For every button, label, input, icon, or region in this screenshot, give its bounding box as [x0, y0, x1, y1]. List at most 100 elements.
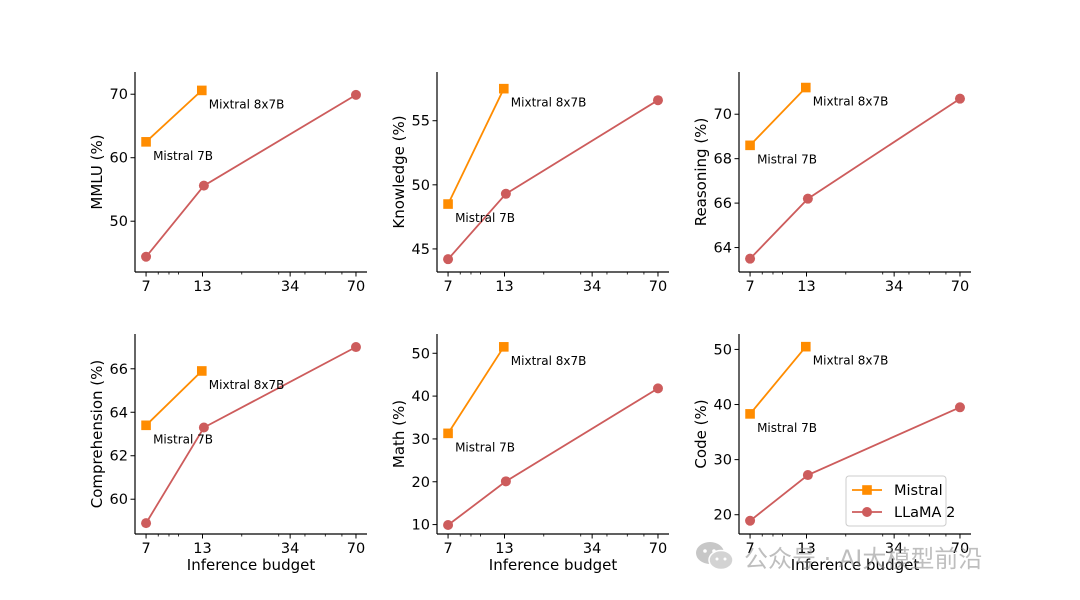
y-tick-label: 64 — [110, 405, 128, 421]
y-tick-label: 50 — [714, 342, 732, 358]
legend-item-mistral: Mistral — [852, 483, 943, 499]
mistral-point — [745, 140, 755, 151]
llama-2-series-line — [145, 94, 357, 258]
watermark-text: 公众号 · AI大模型前沿 — [744, 544, 983, 573]
x-tick-label: 13 — [193, 279, 211, 295]
llama-2-point — [198, 180, 209, 191]
x-tick-label: 70 — [951, 279, 969, 295]
mistral-series-line — [749, 86, 807, 146]
y-tick-label: 60 — [110, 151, 128, 167]
legend-item-llama-2: LLaMA 2 — [852, 505, 955, 521]
point-annotation: Mistral 7B — [153, 432, 213, 446]
y-tick-label: 50 — [110, 214, 128, 230]
llama-2-point — [443, 254, 454, 265]
mistral-series-line — [145, 89, 203, 143]
llama-2-point — [500, 476, 511, 487]
x-tick-label: 34 — [885, 541, 903, 557]
llama-2-series-line — [447, 387, 659, 526]
llama-2-point — [350, 89, 361, 100]
x-tick-label: 70 — [347, 541, 365, 557]
x-tick-label: 13 — [797, 279, 815, 295]
x-tick-label: 7 — [141, 279, 150, 295]
x-tick-label: 34 — [885, 279, 903, 295]
x-tick-label: 13 — [495, 279, 513, 295]
wechat-icon — [696, 542, 734, 571]
x-axis-label: Inference budget — [791, 556, 920, 574]
y-axis-label: Comprehension (%) — [88, 360, 106, 508]
x-tick-label: 34 — [281, 541, 299, 557]
x-tick-label: 70 — [951, 541, 969, 557]
point-annotation: Mixtral 8x7B — [511, 354, 587, 368]
y-tick-label: 66 — [110, 362, 128, 378]
mistral-point — [196, 85, 207, 96]
x-tick-label: 7 — [443, 541, 452, 557]
x-tick-label: 34 — [281, 279, 299, 295]
y-axis-label: Knowledge (%) — [390, 115, 408, 228]
chart-panel-6: 7 13 34 70 20 30 40 50 Code (%) Inference budget M… — [692, 334, 971, 574]
llama-2-series-line — [749, 97, 961, 260]
x-tick-label: 34 — [583, 279, 601, 295]
llama-2-point — [350, 342, 361, 353]
x-tick-label: 7 — [745, 279, 754, 295]
legend: Mistral LLaMA 2 — [845, 475, 955, 527]
llama-2-point — [954, 93, 965, 104]
llama-2-point — [141, 251, 152, 262]
y-tick-label: 45 — [412, 242, 430, 258]
y-axis-label: Reasoning (%) — [692, 118, 710, 227]
llama-2-point — [745, 515, 756, 526]
x-tick-label: 70 — [649, 541, 667, 557]
llama-2-point — [652, 383, 663, 394]
legend-swatch-marker — [862, 507, 872, 517]
y-tick-label: 30 — [412, 432, 430, 448]
point-annotation: Mistral 7B — [757, 421, 817, 435]
llama-2-point — [652, 95, 663, 106]
y-tick-label: 40 — [714, 398, 732, 414]
mistral-point — [745, 409, 755, 419]
point-annotation: Mistral 7B — [757, 152, 817, 166]
x-tick-label: 13 — [193, 541, 211, 557]
y-tick-label: 30 — [714, 453, 732, 469]
llama-2-point — [198, 422, 209, 433]
llama-2-point — [954, 402, 965, 413]
llama-2-point — [745, 253, 756, 264]
mistral-series-line — [749, 346, 807, 415]
x-tick-label: 70 — [649, 279, 667, 295]
watermark: 公众号 · AI大模型前沿 — [694, 538, 982, 574]
y-tick-label: 66 — [714, 196, 732, 212]
y-axis-label: Code (%) — [692, 399, 710, 468]
y-tick-label: 60 — [110, 492, 128, 508]
x-tick-label: 7 — [745, 541, 754, 557]
point-annotation: Mistral 7B — [153, 149, 213, 163]
mistral-point — [800, 82, 811, 93]
mistral-series-line — [145, 370, 203, 426]
point-annotation: Mixtral 8x7B — [813, 354, 889, 368]
mistral-point — [196, 366, 207, 376]
mistral-series-line — [447, 346, 505, 434]
x-tick-label: 7 — [443, 279, 452, 295]
y-tick-label: 70 — [110, 87, 128, 103]
y-tick-label: 20 — [412, 475, 430, 491]
y-tick-label: 64 — [714, 241, 732, 257]
legend-label: LLaMA 2 — [894, 505, 955, 521]
llama-2-point — [141, 518, 152, 529]
point-annotation: Mixtral 8x7B — [511, 96, 587, 110]
x-tick-label: 34 — [583, 541, 601, 557]
llama-2-series-line — [447, 99, 659, 260]
point-annotation: Mixtral 8x7B — [209, 97, 285, 111]
y-tick-label: 55 — [412, 114, 430, 130]
y-axis-label: MMLU (%) — [88, 134, 106, 209]
mistral-point — [141, 137, 151, 147]
mistral-series-line — [447, 88, 505, 205]
x-tick-label: 70 — [347, 279, 365, 295]
y-axis-label: Math (%) — [390, 400, 408, 468]
llama-2-point — [802, 193, 813, 204]
point-annotation: Mistral 7B — [455, 440, 515, 454]
point-annotation: Mixtral 8x7B — [813, 95, 889, 109]
x-axis-label: Inference budget — [489, 556, 618, 574]
y-tick-label: 10 — [412, 518, 430, 534]
mistral-point — [141, 420, 151, 431]
y-tick-label: 70 — [714, 107, 732, 123]
